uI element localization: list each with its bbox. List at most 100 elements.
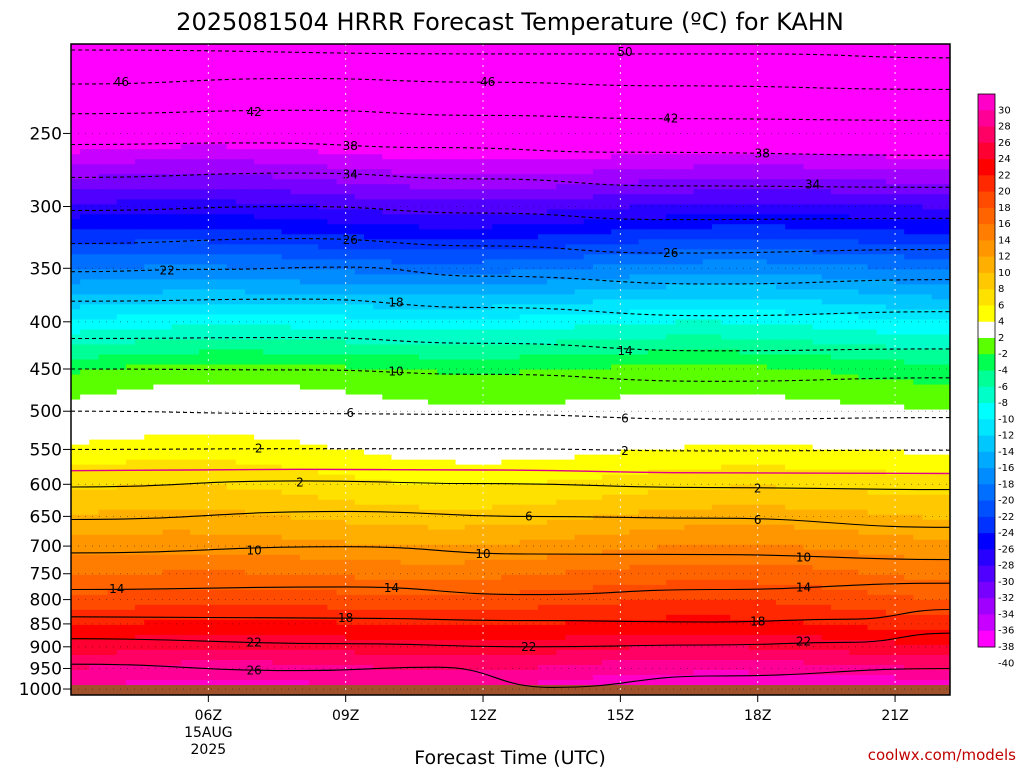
temp-cell xyxy=(290,84,301,90)
temp-cell xyxy=(217,214,228,220)
temp-cell xyxy=(125,209,136,215)
temp-cell xyxy=(217,349,228,356)
temp-cell xyxy=(71,279,81,285)
temp-cell xyxy=(235,349,246,356)
temp-cell xyxy=(125,104,136,110)
temp-cell xyxy=(263,474,274,481)
temp-cell xyxy=(89,399,100,406)
temp-cell xyxy=(263,439,274,446)
temp-cell xyxy=(254,199,264,205)
temp-cell xyxy=(162,89,173,95)
temp-cell xyxy=(299,674,310,681)
temp-cell xyxy=(400,134,411,140)
temp-cell xyxy=(180,534,191,541)
temp-cell xyxy=(364,529,374,536)
temp-cell xyxy=(180,469,191,476)
temp-cell xyxy=(208,259,219,265)
temp-cell xyxy=(125,629,136,636)
temp-cell xyxy=(89,569,100,576)
temp-cell xyxy=(80,339,90,346)
temp-cell xyxy=(125,294,136,300)
temp-cell xyxy=(244,174,255,180)
temp-cell xyxy=(190,79,200,85)
temp-cell xyxy=(354,334,365,341)
temp-cell xyxy=(171,504,182,511)
temp-cell xyxy=(144,154,155,160)
temp-cell xyxy=(80,669,90,676)
temp-cell xyxy=(327,414,338,421)
temp-cell xyxy=(199,124,209,130)
temp-cell xyxy=(235,409,246,416)
temp-cell xyxy=(162,124,173,130)
temp-cell xyxy=(80,309,90,316)
temp-cell xyxy=(327,434,338,441)
temp-cell xyxy=(226,494,237,501)
temp-cell xyxy=(199,104,209,110)
temp-cell xyxy=(272,464,283,471)
temp-cell xyxy=(299,479,310,486)
temp-cell xyxy=(208,449,219,456)
temp-cell xyxy=(180,514,191,521)
temp-cell xyxy=(391,389,402,396)
temp-cell xyxy=(116,614,127,621)
temp-cell xyxy=(382,229,393,235)
temp-cell xyxy=(171,149,182,155)
temp-cell xyxy=(373,409,383,416)
temp-cell xyxy=(190,519,200,526)
temp-cell xyxy=(318,424,328,431)
temp-cell xyxy=(171,394,182,401)
temp-cell xyxy=(199,134,209,140)
temp-cell xyxy=(180,289,191,295)
temp-cell xyxy=(382,649,393,656)
temp-cell xyxy=(290,604,301,611)
temp-cell xyxy=(244,204,255,210)
temp-cell xyxy=(180,399,191,406)
temp-cell xyxy=(244,324,255,331)
temp-cell xyxy=(199,79,209,85)
temp-cell xyxy=(107,149,118,155)
temp-cell xyxy=(153,479,164,486)
temp-cell xyxy=(336,419,347,426)
temp-cell xyxy=(418,49,429,55)
temp-cell xyxy=(345,334,356,341)
temp-cell xyxy=(373,599,383,606)
temp-cell xyxy=(116,384,127,391)
temp-cell xyxy=(244,89,255,95)
temp-cell xyxy=(107,219,118,225)
temp-cell xyxy=(116,229,127,235)
temp-cell xyxy=(80,609,90,616)
temp-cell xyxy=(199,144,209,150)
temp-cell xyxy=(71,79,81,85)
temp-cell xyxy=(318,169,328,175)
temp-cell xyxy=(107,324,118,331)
temp-cell xyxy=(226,294,237,300)
temp-cell xyxy=(144,564,155,571)
temp-cell xyxy=(336,179,347,185)
temp-cell xyxy=(153,649,164,656)
temp-cell xyxy=(180,339,191,346)
temp-cell xyxy=(135,179,145,185)
temp-cell xyxy=(89,304,100,311)
temp-cell xyxy=(144,639,155,646)
temp-cell xyxy=(162,144,173,150)
temp-cell xyxy=(107,299,118,305)
temp-cell xyxy=(309,504,319,511)
temp-cell xyxy=(153,59,164,65)
temp-cell xyxy=(235,314,246,321)
temp-cell xyxy=(235,389,246,396)
temp-cell xyxy=(290,409,301,416)
temp-cell xyxy=(254,634,264,641)
temp-cell xyxy=(98,579,109,586)
temp-cell xyxy=(208,654,219,661)
temp-cell xyxy=(190,609,200,616)
temp-cell xyxy=(89,269,100,275)
temp-cell xyxy=(107,334,118,341)
temp-cell xyxy=(318,414,328,421)
temp-cell xyxy=(254,674,264,681)
temp-cell xyxy=(327,479,338,486)
temp-cell xyxy=(125,624,136,631)
temp-cell xyxy=(345,399,356,406)
temp-cell xyxy=(281,499,292,506)
temp-cell xyxy=(318,129,328,135)
temp-cell xyxy=(235,674,246,681)
